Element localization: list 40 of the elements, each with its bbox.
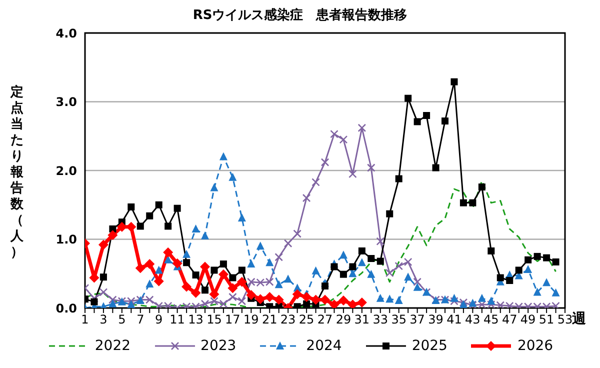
x-tick-label: 29 <box>336 312 352 327</box>
y-tick-label: 4.0 <box>56 26 77 40</box>
x-tick-label: 13 <box>188 312 204 327</box>
x-tick-label: 33 <box>372 312 388 327</box>
legend-label: 2022 <box>94 338 131 354</box>
x-tick-label: 11 <box>170 312 185 327</box>
x-tick-label: 5 <box>118 312 126 327</box>
x-tick-label: 21 <box>262 312 278 327</box>
x-tick-label: 47 <box>502 312 518 327</box>
x-tick-label: 9 <box>155 312 163 327</box>
x-tick-label: 49 <box>520 312 536 327</box>
x-tick-label: 41 <box>446 312 462 327</box>
x-tick-label: 19 <box>244 312 259 327</box>
legend-label: 2025 <box>412 338 448 354</box>
x-tick-label: 1 <box>81 312 89 327</box>
chart-title: RSウイルス感染症 患者報告数推移 <box>192 6 408 24</box>
x-tick-label: 35 <box>391 312 406 327</box>
x-tick-label: 27 <box>317 312 333 327</box>
x-tick-label: 17 <box>225 312 240 327</box>
x-tick-label: 39 <box>428 312 444 327</box>
y-tick-label: 1.0 <box>56 232 77 247</box>
legend-label: 2024 <box>306 338 342 354</box>
y-tick-label: 2.0 <box>56 164 77 178</box>
y-tick-label: 0.0 <box>56 301 77 316</box>
legend-label: 2026 <box>517 338 554 354</box>
x-axis-title: 週 <box>572 310 586 328</box>
x-tick-label: 53 <box>557 312 573 327</box>
x-tick-label: 7 <box>136 312 144 327</box>
x-tick-label: 45 <box>484 312 499 327</box>
x-tick-label: 43 <box>465 312 480 327</box>
x-tick-label: 51 <box>538 312 554 327</box>
x-tick-label: 23 <box>280 312 296 327</box>
x-tick-label: 31 <box>354 312 370 327</box>
x-tick-label: 3 <box>100 312 108 327</box>
x-tick-label: 37 <box>410 312 425 327</box>
y-tick-label: 3.0 <box>56 95 77 110</box>
x-tick-label: 15 <box>206 312 222 327</box>
legend-label: 2023 <box>200 338 236 354</box>
x-tick-label: 25 <box>298 312 314 327</box>
text: 定点当たり報告数（人） <box>10 85 24 260</box>
